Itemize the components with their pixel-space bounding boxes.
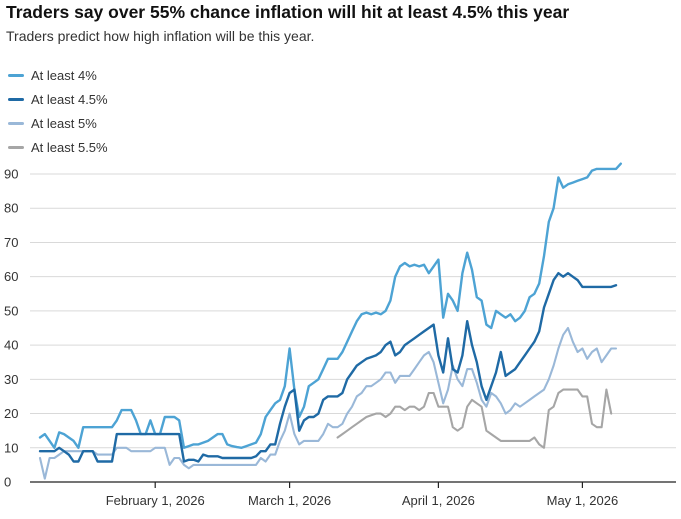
y-tick-label: 50 [4,303,18,318]
legend-item-at-least-5-5: At least 5.5% [8,135,108,159]
y-tick-label: 30 [4,372,18,387]
legend-item-at-least-5: At least 5% [8,111,108,135]
x-tick-label: May 1, 2026 [547,493,619,508]
gridlines [30,173,676,483]
legend-label: At least 4.5% [31,91,108,107]
y-tick-label: 70 [4,235,18,250]
legend-label: At least 5.5% [31,139,108,155]
series-line-at-least-4 [38,162,622,449]
x-tick-label: April 1, 2026 [402,493,475,508]
legend-label: At least 5% [31,115,97,131]
x-tick-label: February 1, 2026 [106,493,205,508]
y-tick-label: 40 [4,338,18,353]
legend-swatch [8,145,24,149]
y-tick-label: 0 [4,475,11,490]
x-axis: February 1, 2026 March 1, 2026 April 1, 20… [106,482,618,508]
legend-swatch [8,121,24,125]
series-line-at-least-5 [38,326,618,480]
legend-swatch [8,97,24,101]
y-tick-label: 10 [4,440,18,455]
y-axis: 0 10 20 30 40 50 60 70 80 90 [4,167,18,490]
chart-subtitle: Traders predict how high inflation will … [6,28,315,44]
x-tick-label: March 1, 2026 [248,493,331,508]
series-line-at-least-4-5 [38,272,618,463]
y-tick-label: 80 [4,201,18,216]
series-lines [38,162,622,480]
y-tick-label: 60 [4,269,18,284]
y-tick-label: 20 [4,406,18,421]
chart-legend: At least 4% At least 4.5% At least 5% At… [8,63,108,159]
chart-title: Traders say over 55% chance inflation wi… [6,2,570,22]
y-tick-label: 90 [4,167,18,182]
legend-label: At least 4% [31,67,97,83]
legend-swatch [8,73,24,77]
legend-item-at-least-4-5: At least 4.5% [8,87,108,111]
legend-item-at-least-4: At least 4% [8,63,108,87]
series-line-at-least-5-5 [336,388,613,449]
